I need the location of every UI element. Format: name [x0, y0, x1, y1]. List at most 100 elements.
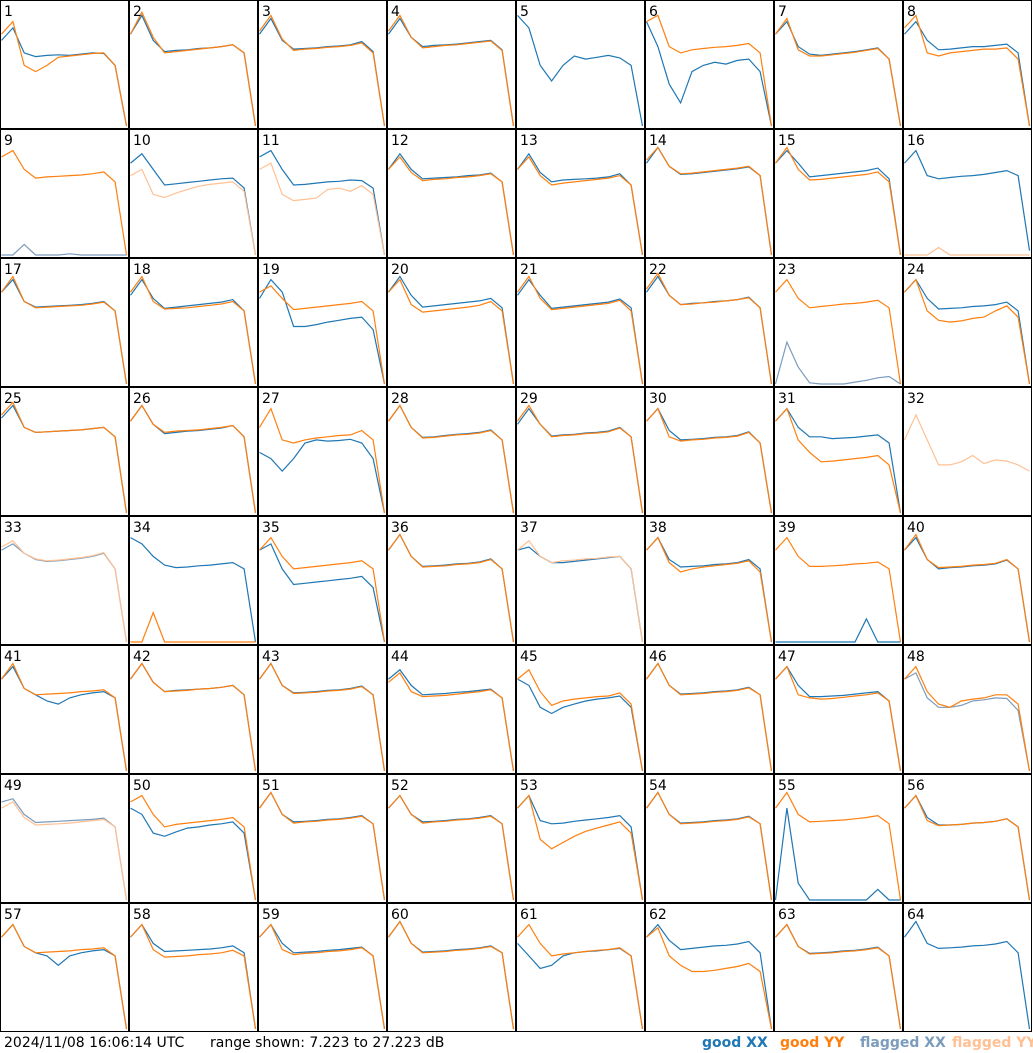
- spectrum-line: [259, 285, 386, 385]
- panel-label: 62: [649, 907, 667, 923]
- spectrum-line: [904, 14, 1031, 127]
- spectrum-line: [517, 678, 644, 772]
- panel-frame: [129, 516, 258, 645]
- panel-frame: [903, 129, 1032, 258]
- panel-frame: [645, 387, 774, 516]
- panel-label: 49: [4, 778, 22, 794]
- spectrum-line: [904, 246, 1030, 256]
- spectrum-line: [130, 278, 257, 385]
- panel-label: 19: [262, 262, 280, 278]
- panel-label: 55: [778, 778, 796, 794]
- panel-frame: [387, 774, 516, 903]
- panel-label: 10: [133, 133, 151, 149]
- panel-label: 11: [262, 133, 280, 149]
- panel-frame: [258, 903, 387, 1032]
- panel-frame: [387, 0, 516, 129]
- panel-label: 2: [133, 4, 142, 20]
- spectrum-line: [1, 662, 128, 772]
- spectrum-line: [517, 155, 644, 256]
- spectrum-line: [388, 14, 515, 127]
- legend-entry: flagged XX: [860, 1035, 946, 1051]
- spectrum-line: [775, 149, 902, 256]
- panel-frame: [903, 0, 1032, 129]
- spectrum-line: [130, 923, 257, 1030]
- panel-label: 31: [778, 391, 796, 407]
- panel-frame: [387, 129, 516, 258]
- spectrum-line: [774, 808, 901, 901]
- panel-frame: [774, 645, 903, 774]
- spectrum-line: [1, 20, 128, 127]
- panel-label: 64: [907, 907, 925, 923]
- legend-entry: good XX: [702, 1035, 768, 1051]
- spectrum-line: [1, 149, 128, 256]
- spectrum-line: [904, 920, 1031, 1030]
- spectrum-line: [904, 20, 1031, 127]
- panel-label: 44: [391, 649, 409, 665]
- spectrum-line: [130, 794, 257, 901]
- panel-label: 32: [907, 391, 925, 407]
- spectrum-line: [517, 275, 644, 385]
- spectrum-line: [646, 926, 773, 1030]
- panel-frame: [645, 903, 774, 1032]
- panel-label: 4: [391, 4, 400, 20]
- panel-label: 42: [133, 649, 151, 665]
- spectrum-line: [904, 149, 1031, 251]
- spectrum-line: [517, 278, 644, 385]
- panel-frame: [516, 774, 645, 903]
- panel-label: 35: [262, 520, 280, 536]
- panel-label: 61: [520, 907, 538, 923]
- panel-label: 12: [391, 133, 409, 149]
- panel-label: 17: [4, 262, 22, 278]
- panel-label: 60: [391, 907, 409, 923]
- legend-entry: flagged YY: [952, 1035, 1033, 1051]
- panel-frame: [0, 0, 129, 129]
- panel-frame: [258, 516, 387, 645]
- panel-frame: [387, 903, 516, 1032]
- panel-frame: [387, 516, 516, 645]
- spectrum-line: [1, 540, 128, 643]
- spectrum-line: [517, 14, 644, 127]
- spectrum-line: [259, 14, 386, 127]
- panel-frame: [129, 645, 258, 774]
- panel-frame: [258, 774, 387, 903]
- spectrum-line: [646, 272, 773, 385]
- spectrum-line: [130, 168, 257, 256]
- panel-frame: [387, 645, 516, 774]
- spectrum-line: [904, 665, 1031, 772]
- spectrum-line: [646, 536, 773, 643]
- panel-frame: [258, 645, 387, 774]
- panel-frame: [129, 0, 258, 129]
- legend-entry: good YY: [780, 1035, 845, 1051]
- panel-frame: [645, 774, 774, 903]
- panel-frame: [0, 516, 129, 645]
- panel-frame: [258, 387, 387, 516]
- panel-label: 25: [4, 391, 22, 407]
- spectrum-line: [130, 152, 257, 256]
- panel-frame: [516, 258, 645, 387]
- spectrum-line: [259, 162, 386, 256]
- panel-frame: [774, 516, 903, 645]
- panel-frame: [0, 129, 129, 258]
- spectrum-line: [388, 671, 515, 772]
- panel-label: 38: [649, 520, 667, 536]
- spectrum-line: [1, 243, 127, 256]
- panel-frame: [903, 516, 1032, 645]
- spectrum-line: [258, 278, 386, 385]
- panel-label: 18: [133, 262, 151, 278]
- panel-frame: [129, 774, 258, 903]
- panel-label: 29: [520, 391, 538, 407]
- spectrum-line: [775, 617, 901, 643]
- spectrum-line: [775, 791, 902, 901]
- spectrum-line: [775, 536, 902, 643]
- spectrum-line: [259, 662, 386, 772]
- spectrum-line: [517, 539, 644, 643]
- panel-frame: [516, 387, 645, 516]
- spectrum-line: [1, 923, 128, 1030]
- spectrum-line: [517, 668, 644, 772]
- spectrum-line: [646, 14, 773, 127]
- spectrum-line: [646, 146, 773, 256]
- spectrum-line: [517, 923, 644, 1030]
- panel-frame: [258, 258, 387, 387]
- panel-frame: [645, 258, 774, 387]
- panel-frame: [645, 645, 774, 774]
